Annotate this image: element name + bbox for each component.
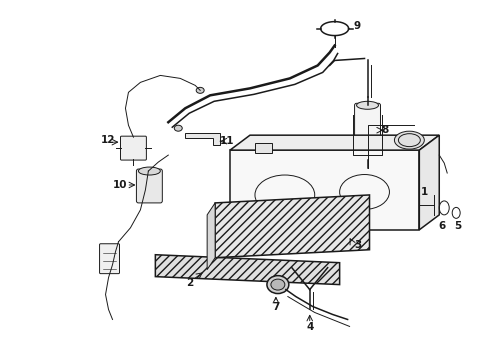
Text: 5: 5: [455, 221, 462, 231]
Text: 2: 2: [187, 278, 194, 288]
Text: 8: 8: [382, 125, 389, 135]
Text: 10: 10: [113, 180, 128, 190]
Ellipse shape: [196, 87, 204, 93]
Text: 7: 7: [272, 302, 280, 311]
Text: 3: 3: [354, 240, 361, 250]
Polygon shape: [155, 255, 340, 285]
Ellipse shape: [138, 167, 160, 175]
Ellipse shape: [357, 101, 378, 109]
Ellipse shape: [357, 156, 378, 164]
Polygon shape: [255, 143, 272, 153]
Text: 6: 6: [439, 221, 446, 231]
Text: 4: 4: [306, 323, 314, 332]
Polygon shape: [230, 150, 419, 230]
Ellipse shape: [394, 131, 424, 149]
FancyBboxPatch shape: [121, 136, 147, 160]
Ellipse shape: [271, 279, 285, 290]
Ellipse shape: [267, 276, 289, 293]
Text: 1: 1: [421, 187, 428, 197]
FancyBboxPatch shape: [355, 103, 380, 162]
Text: 9: 9: [353, 21, 360, 31]
Polygon shape: [185, 133, 220, 145]
Polygon shape: [419, 135, 439, 230]
FancyBboxPatch shape: [99, 244, 120, 274]
Polygon shape: [207, 203, 215, 270]
Text: 12: 12: [101, 135, 116, 145]
FancyBboxPatch shape: [136, 169, 162, 203]
Polygon shape: [215, 195, 369, 258]
Polygon shape: [230, 135, 439, 150]
Text: 11: 11: [220, 136, 234, 146]
Ellipse shape: [174, 125, 182, 131]
